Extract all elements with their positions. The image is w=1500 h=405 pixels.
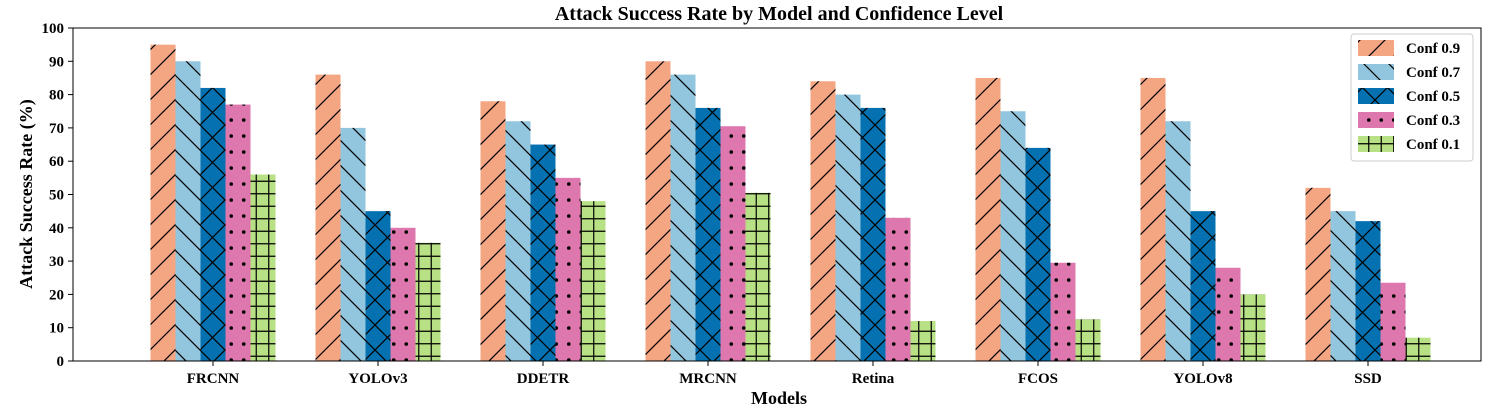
chart-title: Attack Success Rate by Model and Confide… xyxy=(555,3,1004,25)
y-tick-label: 10 xyxy=(49,321,64,337)
legend-swatch-hatch-conf-0-7 xyxy=(1358,64,1394,80)
bar-hatch-yolov8-conf-0-5 xyxy=(1190,211,1216,361)
bars-layer xyxy=(150,44,1431,362)
legend-label-conf-0-9: Conf 0.9 xyxy=(1406,41,1460,57)
legend-label-conf-0-7: Conf 0.7 xyxy=(1406,65,1461,81)
bar-hatch-frcnn-conf-0-5 xyxy=(200,87,226,361)
bar-hatch-yolov8-conf-0-3 xyxy=(1215,267,1241,361)
bar-hatch-retina-conf-0-7 xyxy=(835,94,861,361)
bar-hatch-yolov8-conf-0-9 xyxy=(1140,77,1166,361)
bar-hatch-frcnn-conf-0-9 xyxy=(150,44,176,362)
x-axis-label: Models xyxy=(751,388,807,405)
legend-label-conf-0-3: Conf 0.3 xyxy=(1406,113,1460,129)
y-tick-label: 60 xyxy=(49,154,64,170)
legend-swatch-hatch-conf-0-9 xyxy=(1358,40,1394,56)
bar-hatch-fcos-conf-0-1 xyxy=(1075,319,1101,361)
bar-hatch-yolov3-conf-0-1 xyxy=(415,242,441,361)
bar-hatch-yolov8-conf-0-1 xyxy=(1240,294,1266,361)
y-tick-label: 0 xyxy=(57,354,65,370)
y-tick-label: 40 xyxy=(49,221,64,237)
bar-hatch-ddetr-conf-0-5 xyxy=(530,144,556,361)
y-axis: 0 10 20 30 40 50 60 70 80 90 100 xyxy=(42,21,73,370)
bar-hatch-ssd-conf-0-7 xyxy=(1330,211,1356,361)
bar-hatch-retina-conf-0-1 xyxy=(910,321,936,361)
y-tick-label: 30 xyxy=(49,254,64,270)
y-tick-label: 100 xyxy=(42,21,65,37)
bar-hatch-yolov3-conf-0-3 xyxy=(390,227,416,361)
y-tick-label: 80 xyxy=(49,88,64,104)
bar-hatch-mrcnn-conf-0-3 xyxy=(720,126,746,361)
x-axis: FRCNN YOLOv3 DDETR MRCNN Retina FCOS YOLOv8 SSD xyxy=(187,361,1382,387)
bar-hatch-retina-conf-0-5 xyxy=(860,107,886,361)
legend-swatch-hatch-conf-0-1 xyxy=(1358,136,1394,152)
bar-hatch-ssd-conf-0-1 xyxy=(1405,337,1431,361)
bar-hatch-ssd-conf-0-5 xyxy=(1355,221,1381,361)
bar-hatch-fcos-conf-0-5 xyxy=(1025,147,1051,361)
bar-hatch-mrcnn-conf-0-1 xyxy=(745,192,771,361)
y-tick-label: 20 xyxy=(49,287,64,303)
bar-hatch-ddetr-conf-0-7 xyxy=(505,121,531,362)
x-tick-label-mrcnn: MRCNN xyxy=(679,371,737,387)
plot-frame xyxy=(72,27,1482,362)
bar-hatch-yolov3-conf-0-7 xyxy=(340,127,366,362)
y-tick-label: 90 xyxy=(49,54,64,70)
legend-swatch-hatch-conf-0-3 xyxy=(1358,112,1394,128)
x-tick-label-frcnn: FRCNN xyxy=(187,371,240,387)
bar-hatch-retina-conf-0-3 xyxy=(885,217,911,361)
bar-hatch-mrcnn-conf-0-7 xyxy=(670,74,696,362)
bar-hatch-yolov3-conf-0-5 xyxy=(365,211,391,361)
bar-hatch-fcos-conf-0-9 xyxy=(975,77,1001,361)
x-tick-label-yolov8: YOLOv8 xyxy=(1173,371,1232,387)
legend: Conf 0.9 Conf 0.7 Conf 0.5 Conf 0.3 Conf 0.1 xyxy=(1350,33,1474,162)
bar-hatch-ddetr-conf-0-1 xyxy=(580,201,606,361)
y-axis-label: Attack Success Rate (%) xyxy=(16,99,37,288)
bar-hatch-yolov3-conf-0-9 xyxy=(315,74,341,362)
legend-label-conf-0-1: Conf 0.1 xyxy=(1406,137,1460,153)
y-tick-label: 50 xyxy=(49,188,64,204)
bar-hatch-ddetr-conf-0-3 xyxy=(555,177,581,361)
bar-hatch-frcnn-conf-0-3 xyxy=(225,104,251,361)
bar-hatch-ssd-conf-0-3 xyxy=(1380,282,1406,361)
y-tick-label: 70 xyxy=(49,121,64,137)
x-tick-label-fcos: FCOS xyxy=(1018,371,1058,387)
bar-hatch-retina-conf-0-9 xyxy=(810,81,836,361)
legend-label-conf-0-5: Conf 0.5 xyxy=(1406,89,1460,105)
bar-hatch-ssd-conf-0-9 xyxy=(1305,187,1331,361)
x-tick-label-ddetr: DDETR xyxy=(517,371,570,387)
x-tick-label-ssd: SSD xyxy=(1354,371,1382,387)
bar-hatch-ddetr-conf-0-9 xyxy=(480,101,506,361)
bar-hatch-fcos-conf-0-3 xyxy=(1050,262,1076,361)
bar-hatch-frcnn-conf-0-7 xyxy=(175,61,201,362)
legend-swatch-hatch-conf-0-5 xyxy=(1358,88,1394,104)
x-tick-label-retina: Retina xyxy=(852,371,895,387)
x-tick-label-yolov3: YOLOv3 xyxy=(348,371,407,387)
bar-hatch-mrcnn-conf-0-9 xyxy=(645,61,671,362)
bar-hatch-frcnn-conf-0-1 xyxy=(250,174,276,361)
bar-hatch-mrcnn-conf-0-5 xyxy=(695,107,721,361)
bar-hatch-fcos-conf-0-7 xyxy=(1000,111,1026,361)
bar-hatch-yolov8-conf-0-7 xyxy=(1165,121,1191,362)
